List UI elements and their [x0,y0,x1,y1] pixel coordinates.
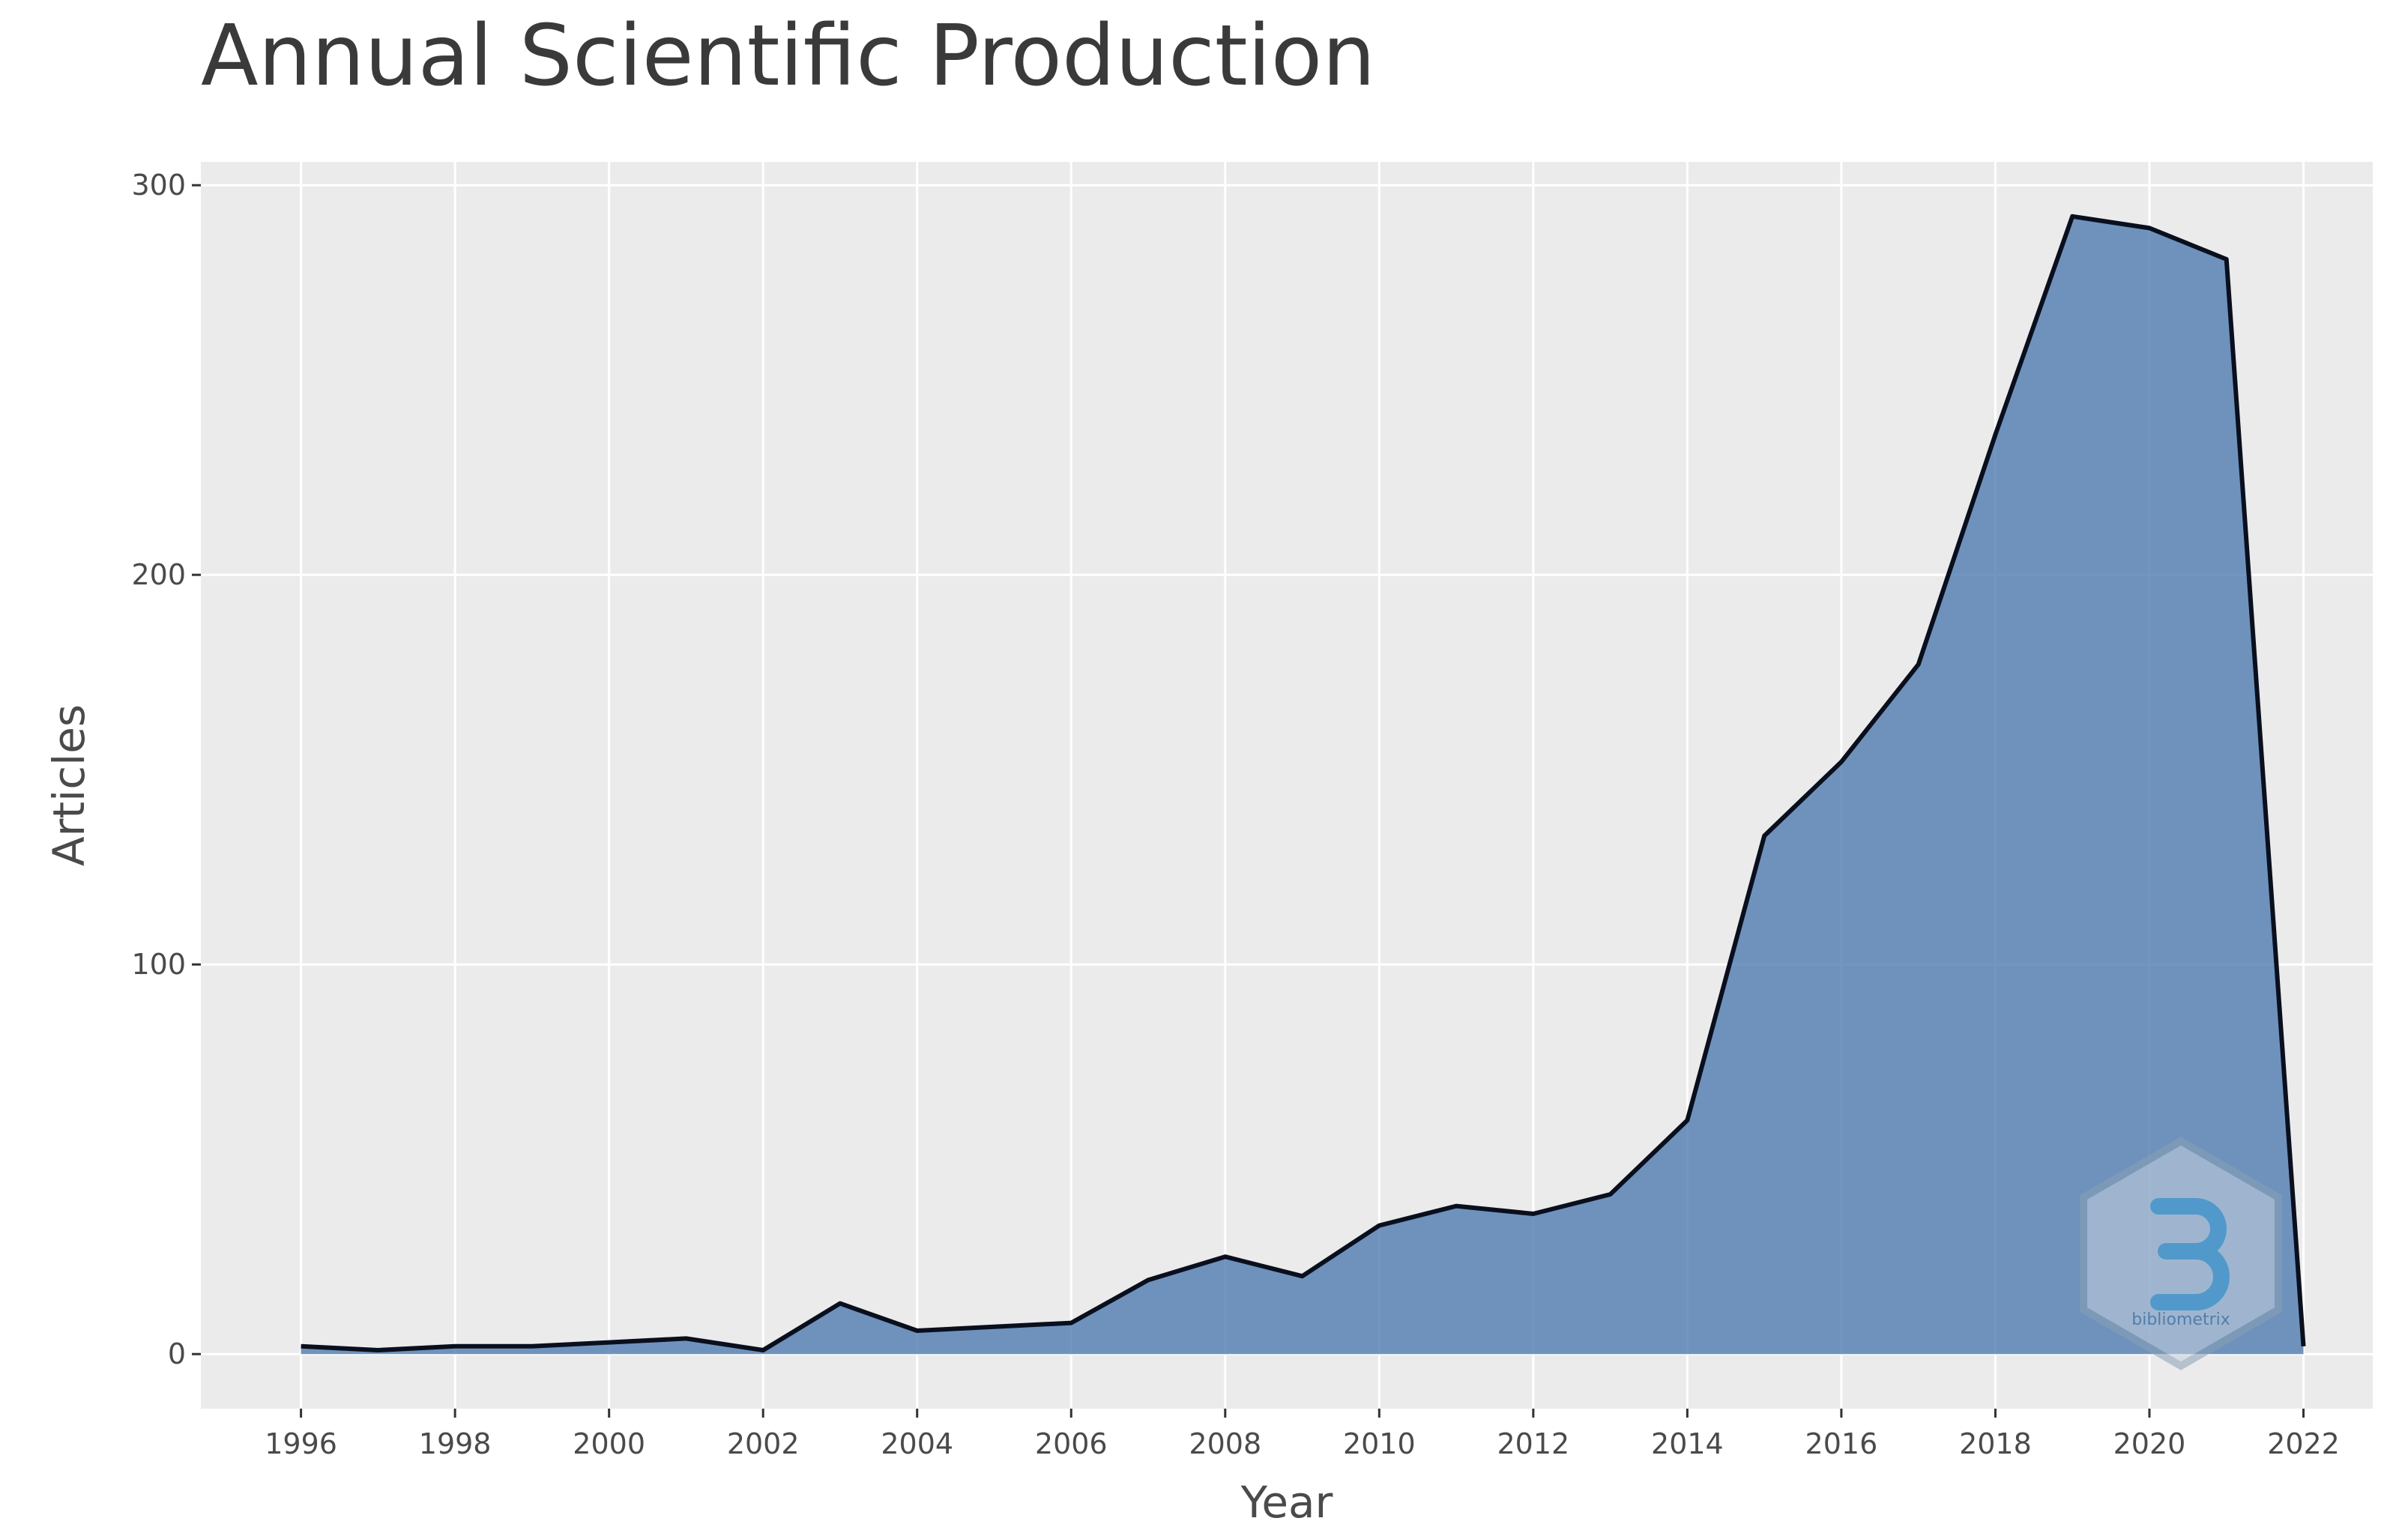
data-point [916,1329,919,1332]
data-point [376,1349,379,1352]
logo-b-mark [2150,1198,2230,1310]
data-point [1609,1193,1612,1196]
chart-title: Annual Scientific Production [201,7,1376,105]
data-point [1917,663,1920,666]
y-tick-label: 0 [168,1337,186,1370]
area-series [301,216,2304,1355]
x-tick-label: 2008 [1189,1427,1261,1460]
y-axis-title: Articles [43,704,94,866]
x-tick-label: 1996 [265,1427,337,1460]
data-point [531,1345,534,1348]
data-point [300,1345,303,1348]
data-point [684,1337,687,1340]
x-tick-label: 2006 [1035,1427,1108,1460]
x-tick-label: 2002 [727,1427,800,1460]
data-point [2225,258,2228,261]
data-point [1994,433,1997,436]
x-tick-label: 2010 [1343,1427,1416,1460]
data-point [761,1349,764,1352]
data-point [1763,835,1766,838]
data-point [1532,1212,1535,1215]
data-point [1069,1322,1072,1325]
y-tick-label: 300 [131,169,186,202]
data-point [992,1325,995,1328]
x-tick-label: 2020 [2113,1427,2186,1460]
x-tick-label: 2018 [1959,1427,2032,1460]
bibliometrix-logo: bibliometrix [2080,1137,2282,1370]
series-line [301,214,2306,1352]
data-point [2071,215,2074,218]
data-point [1301,1275,1304,1278]
y-tick-label: 100 [131,948,186,981]
data-point [453,1345,456,1348]
x-tick-label: 2004 [881,1427,953,1460]
data-point [1147,1278,1150,1281]
y-tick-label: 200 [131,558,186,591]
logo-text: bibliometrix [2131,1310,2230,1329]
axis-ticks: 1996 1998 2000 2002 2004 2006 2008 2010 2012 2014… [131,169,2339,1460]
data-point [608,1341,611,1344]
x-tick-label: 2012 [1497,1427,1569,1460]
x-tick-label: 2022 [2267,1427,2340,1460]
data-point [1224,1255,1227,1258]
data-point [2148,226,2151,229]
data-point [1840,761,1843,764]
data-point [1377,1224,1380,1227]
x-tick-label: 1998 [419,1427,492,1460]
data-point [2302,1345,2305,1348]
data-point [1455,1205,1458,1208]
x-tick-label: 2000 [573,1427,645,1460]
x-axis-title: Year [1240,1477,1333,1528]
x-tick-label: 2016 [1805,1427,1878,1460]
x-tick-label: 2014 [1651,1427,1724,1460]
data-point [1686,1119,1689,1122]
data-point [839,1302,842,1305]
